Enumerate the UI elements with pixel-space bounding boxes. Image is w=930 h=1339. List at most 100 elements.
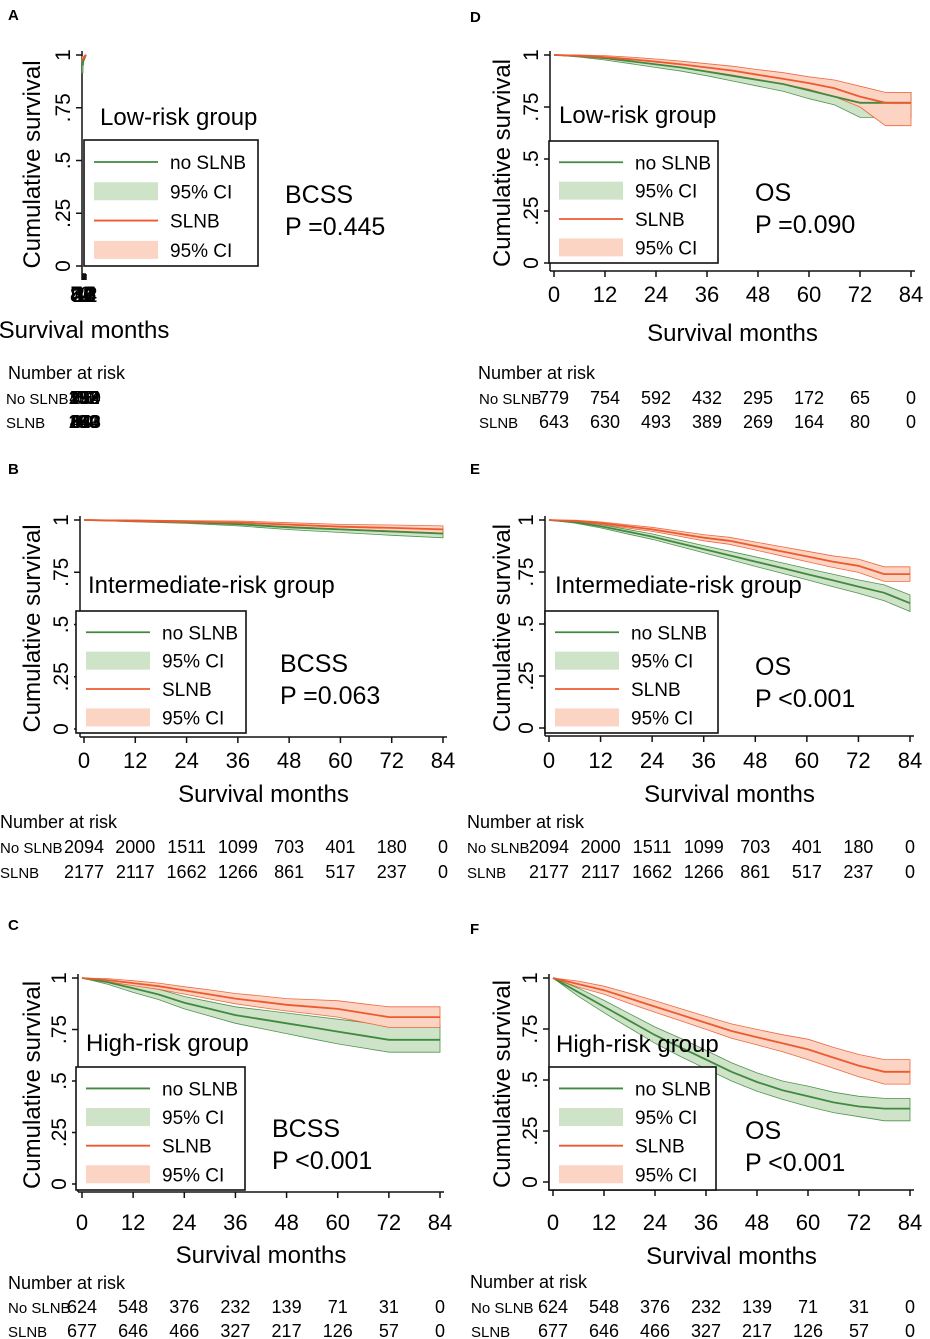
risk-count: 376	[169, 1297, 199, 1317]
slnb-survival-line	[83, 519, 444, 531]
x-tick-label: 12	[73, 282, 97, 307]
legend-label: 95% CI	[162, 708, 224, 729]
legend-slnb-ci-swatch	[86, 708, 150, 727]
legend-no-slnb-ci-swatch	[86, 651, 150, 670]
risk-count: 57	[849, 1321, 869, 1339]
y-tick-label: .5	[48, 1072, 71, 1090]
no-slnb-survival-line	[548, 519, 911, 605]
group-title: High-risk group	[86, 1030, 249, 1057]
risk-count: 432	[69, 388, 99, 408]
x-tick-label: 60	[795, 748, 819, 773]
x-tick-label: 48	[71, 282, 95, 307]
panel-e: E 0 .25 .5 .75 1 0 12 24 36 48 60 72 84 Survival month…	[467, 461, 922, 882]
risk-count: 0	[906, 388, 916, 408]
legend-label: 95% CI	[631, 708, 693, 729]
x-axis-title: Survival months	[644, 781, 815, 808]
risk-count: 80	[850, 412, 870, 432]
x-tick-label: 60	[797, 282, 821, 307]
y-tick-label: .5	[52, 152, 75, 170]
panel-letter: A	[8, 7, 19, 24]
risk-count: 2000	[581, 837, 621, 857]
risk-count: 65	[850, 388, 870, 408]
risk-count: 389	[69, 412, 99, 432]
x-tick-label: 48	[746, 282, 770, 307]
risk-count: 432	[692, 388, 722, 408]
risk-count: 172	[794, 388, 824, 408]
risk-count: 0	[435, 1297, 445, 1317]
risk-count: 703	[740, 837, 770, 857]
slnb-survival-line	[553, 54, 911, 104]
legend-label: 95% CI	[631, 652, 693, 673]
survival-curves	[83, 519, 444, 535]
risk-count: 677	[538, 1321, 568, 1339]
risk-table: Number at risk No SLNB 2094 2000 1511 1099 703…	[0, 812, 448, 882]
risk-count: 1266	[684, 862, 724, 882]
x-tick-label: 36	[226, 748, 250, 773]
x-tick-label: 24	[643, 1210, 667, 1235]
risk-count: 295	[743, 388, 773, 408]
panel-b: B 0 .25 .5 .75 1 0 12 24 36 48 60 72 84 Survival month…	[0, 461, 455, 882]
x-tick-label: 36	[223, 1210, 247, 1235]
risk-row-label: SLNB	[479, 415, 518, 432]
risk-count: 269	[69, 412, 99, 432]
x-tick-label: 0	[78, 748, 90, 773]
risk-row-label: SLNB	[6, 415, 45, 432]
p-value: P =0.090	[755, 211, 855, 239]
legend-label: 95% CI	[635, 1108, 697, 1129]
legend-slnb-ci-swatch	[94, 240, 158, 259]
x-tick-label: 12	[592, 1210, 616, 1235]
risk-count: 779	[539, 388, 569, 408]
risk-count: 180	[843, 837, 873, 857]
group-title: Low-risk group	[559, 102, 716, 129]
y-tick-label: 0	[519, 1176, 542, 1188]
risk-count: 493	[641, 412, 671, 432]
x-axis-title: Survival months	[646, 1243, 817, 1270]
y-tick-label: .25	[520, 196, 543, 225]
x-tick-label: 36	[691, 748, 715, 773]
x-tick-label: 0	[80, 282, 92, 307]
panel-letter: F	[470, 921, 479, 938]
risk-count: 139	[742, 1297, 772, 1317]
x-tick-label: 60	[328, 748, 352, 773]
y-axis-title: Cumulative survival	[19, 524, 46, 732]
risk-count: 126	[323, 1321, 353, 1339]
risk-count: 401	[792, 837, 822, 857]
risk-table-title: Number at risk	[8, 363, 126, 383]
x-axis-title: Survival months	[178, 781, 349, 808]
y-tick-label: .75	[515, 557, 538, 586]
legend-label: no SLNB	[631, 623, 707, 644]
risk-count: 232	[220, 1297, 250, 1317]
legend-no-slnb-ci-swatch	[559, 1108, 623, 1127]
legend-no-slnb-ci-swatch	[559, 181, 623, 200]
risk-count: 466	[640, 1321, 670, 1339]
risk-row-label: SLNB	[467, 865, 506, 882]
legend-label: no SLNB	[635, 153, 711, 174]
legend-box	[83, 139, 259, 267]
risk-count: 548	[589, 1297, 619, 1317]
legend-slnb-ci-swatch	[86, 1165, 150, 1184]
x-tick-label: 12	[123, 748, 147, 773]
risk-count: 139	[272, 1297, 302, 1317]
y-tick-label: .75	[520, 92, 543, 121]
legend: no SLNB 95% CI SLNB 95% CI	[548, 1066, 717, 1191]
risk-count: 703	[274, 837, 304, 857]
y-tick-label: .5	[519, 1071, 542, 1089]
legend: no SLNB 95% CI SLNB 95% CI	[83, 139, 259, 267]
legend-slnb-ci-swatch	[555, 708, 619, 727]
y-tick-label: .75	[519, 1014, 542, 1043]
risk-row-label: No SLNB	[6, 391, 69, 408]
x-axis-title: Survival months	[647, 320, 818, 347]
panel-letter: D	[470, 9, 481, 26]
legend-label: 95% CI	[162, 652, 224, 673]
risk-count: 164	[68, 412, 98, 432]
endpoint-label: BCSS	[272, 1115, 340, 1143]
legend-label: no SLNB	[162, 623, 238, 644]
legend-slnb-ci-swatch	[559, 1165, 623, 1184]
risk-count: 1266	[218, 862, 258, 882]
risk-count: 0	[905, 1321, 915, 1339]
risk-count: 0	[906, 412, 916, 432]
risk-count: 217	[742, 1321, 772, 1339]
x-tick-label: 84	[898, 1210, 922, 1235]
risk-count: 0	[438, 862, 448, 882]
risk-count: 376	[640, 1297, 670, 1317]
